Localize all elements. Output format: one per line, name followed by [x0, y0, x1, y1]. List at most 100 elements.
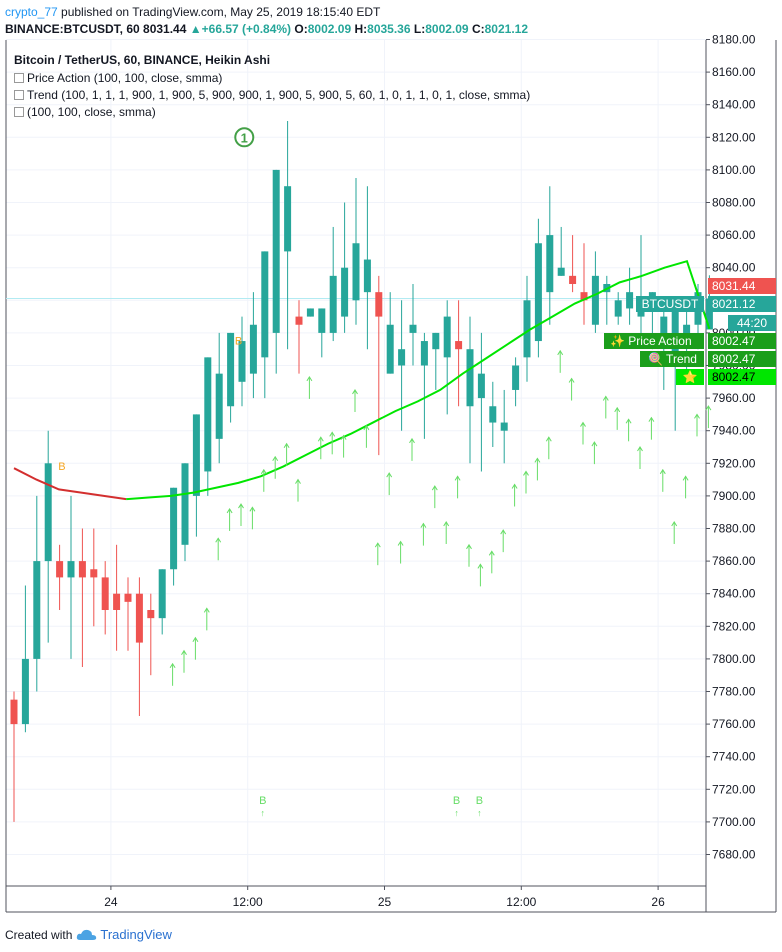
buy-signal-arrow: [602, 395, 609, 419]
price-tick-label: 7700.00: [712, 815, 756, 829]
candle-body: [318, 308, 326, 333]
price-tick-label: 7960.00: [712, 391, 756, 405]
tradingview-brand-link[interactable]: TradingView: [100, 927, 172, 942]
arrow-head: [363, 424, 370, 431]
indicator-legend-trend[interactable]: Trend (100, 1, 1, 1, 900, 1, 900, 5, 900…: [14, 88, 530, 102]
candle-bullish: [329, 226, 337, 342]
buy-signal-arrow: [477, 563, 484, 587]
candle-bullish: [671, 308, 679, 431]
candle-body: [158, 569, 166, 619]
arrow-head: [477, 563, 484, 569]
arrow-head: [283, 442, 290, 449]
arrow-head: [317, 436, 324, 442]
trend-line-green: [126, 259, 711, 501]
buy-signal-arrow: [637, 446, 643, 469]
candle-body: [306, 308, 314, 317]
candle-body: [147, 610, 155, 619]
indicator-label: (100, 100, close, smma): [27, 105, 156, 119]
indicator-legend-price-action[interactable]: Price Action (100, 100, close, smma): [14, 71, 222, 85]
candle-bearish: [10, 691, 18, 822]
candle-bullish: [626, 267, 634, 325]
buy-signal-arrow: [420, 522, 427, 546]
candle-bearish: [56, 544, 64, 610]
candle-body: [204, 357, 212, 472]
header-line-2: BINANCE:BTCUSDT, 60 8031.44 ▲+66.57 (+0.…: [5, 22, 528, 36]
arrow-head: [386, 472, 393, 478]
event-marker-1: 1: [234, 127, 255, 148]
candle-body: [113, 593, 121, 610]
candle-body: [523, 300, 531, 358]
buy-marker-arrow: ↑: [261, 808, 266, 818]
candle-bullish: [614, 292, 622, 325]
time-tick-label: 25: [378, 895, 392, 909]
arrow-head: [602, 395, 609, 401]
price-tick-label: 7800.00: [712, 652, 756, 666]
publisher-username[interactable]: crypto_77: [5, 5, 58, 19]
candle-body: [21, 658, 29, 725]
candle-body: [477, 373, 485, 399]
last-price-tag: 8031.44: [708, 278, 776, 294]
candle-bullish: [215, 332, 223, 464]
arrow-head: [682, 475, 689, 481]
buy-signal-arrow: [238, 503, 244, 527]
buy-signal-arrow: [591, 441, 598, 465]
candle-body: [591, 275, 599, 325]
candle-bullish: [500, 389, 508, 464]
price-tick-label: 7900.00: [712, 489, 756, 503]
time-tick-label: 26: [651, 895, 665, 909]
candle-body: [683, 324, 691, 342]
candle-body: [557, 267, 565, 276]
candle-bearish: [90, 528, 98, 627]
buy-signal-arrow: [431, 485, 438, 509]
close-label: C:: [471, 22, 485, 36]
last-price: 8031.44: [143, 22, 187, 36]
buy-signal-arrow: [249, 506, 256, 530]
buy-signal-arrow: [215, 537, 222, 561]
arrow-head: [545, 436, 552, 442]
candle-body: [443, 316, 451, 358]
indicator-icon: [14, 73, 24, 83]
candle-bullish: [637, 235, 645, 342]
candle-bullish: [466, 316, 474, 464]
arrow-head: [454, 475, 461, 481]
candle-bullish: [398, 300, 406, 431]
indicator-legend-smma[interactable]: (100, 100, close, smma): [14, 105, 156, 119]
symbol-label: BINANCE:BTCUSDT, 60: [5, 22, 140, 36]
candle-bullish: [489, 381, 497, 447]
candle-bullish: [204, 357, 212, 496]
arrow-head: [568, 377, 575, 383]
candle-bullish: [33, 495, 41, 692]
candle-body: [124, 593, 132, 602]
symbol-price-tag: 8021.12: [708, 296, 776, 312]
arrow-head: [192, 636, 199, 642]
arrow-head: [306, 375, 313, 382]
buy-signal-arrow: [363, 424, 370, 448]
buy-signal-arrow: [523, 470, 529, 494]
grid-lines: [6, 39, 706, 886]
open-value: 8002.09: [307, 22, 352, 36]
candle-bearish: [147, 593, 155, 676]
candle-body: [215, 373, 223, 439]
candle-body: [534, 243, 542, 342]
buy-signal-arrow: [260, 468, 267, 492]
time-tick-label: 12:00: [506, 895, 536, 909]
candle-body: [432, 332, 440, 350]
price-tick-label: 8140.00: [712, 98, 756, 112]
candle-body: [261, 251, 269, 358]
arrow-head: [295, 478, 301, 484]
indicator-label: Trend (100, 1, 1, 1, 900, 1, 900, 5, 900…: [27, 88, 531, 102]
buy-signal-arrow: [694, 413, 700, 437]
candle-body: [90, 569, 98, 578]
candle-body: [67, 561, 75, 578]
low-label: L:: [413, 22, 426, 36]
arrow-head: [181, 649, 187, 656]
price-axis: 7680.00 7700.00 7720.00 7740.00 7760.00 7780.…: [706, 33, 756, 862]
arrow-head: [169, 662, 176, 669]
candle-bearish: [113, 544, 121, 651]
arrow-head: [591, 441, 598, 447]
price-tick-label: 8080.00: [712, 196, 756, 210]
candle-body: [546, 235, 554, 293]
candle-bullish: [272, 169, 280, 374]
trend-tag: 🍭 Trend: [640, 351, 704, 367]
